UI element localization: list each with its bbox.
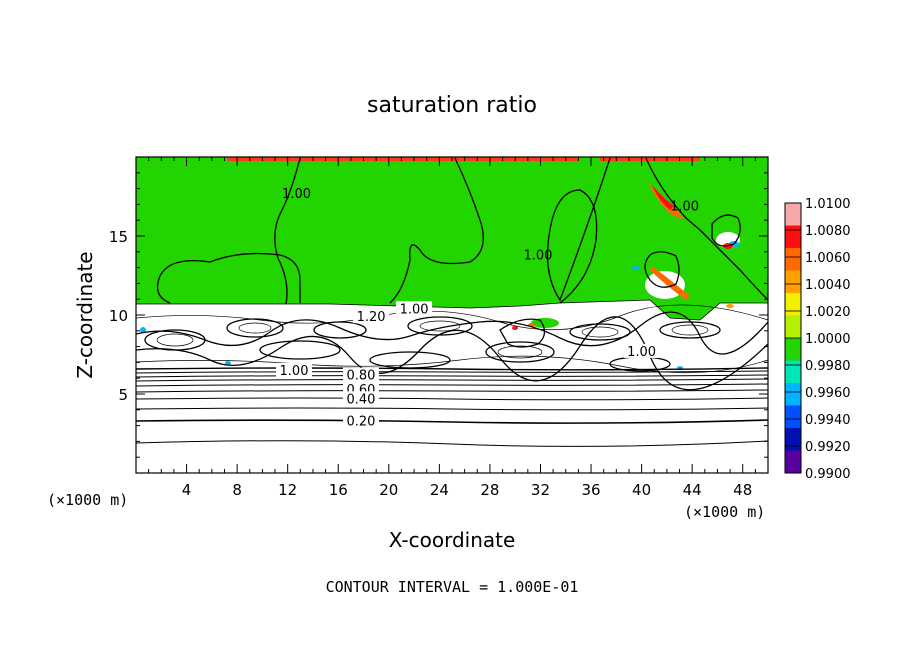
contour-label: 1.00: [400, 302, 429, 317]
colorbar-label: 0.9980: [805, 359, 851, 374]
y-axis-label: Z-coordinate: [73, 251, 97, 378]
colorbar-swatch: [785, 383, 801, 406]
colorbar-swatch: [785, 405, 801, 429]
orange-streak: [648, 182, 684, 220]
x-tick-label: 8: [232, 481, 242, 499]
saturated-region: [136, 157, 768, 320]
colorbar-label: 0.9920: [805, 440, 851, 455]
x-tick-label: 4: [182, 481, 192, 499]
contour-interval-note: CONTOUR INTERVAL = 1.000E-01: [326, 578, 579, 596]
colorbar: 1.0100 1.0080 1.0060 1.0040 1.0020 1.0000 0.99…: [784, 197, 851, 482]
x-tick-label: 28: [480, 481, 499, 499]
white-patch: [724, 320, 760, 340]
colorbar-swatch: [785, 360, 801, 384]
green-patch: [531, 318, 559, 328]
stratified-contours: [136, 367, 768, 447]
contour-label-bg: [342, 413, 379, 428]
x-tick-label: 48: [733, 481, 752, 499]
contour-label: 1.00: [282, 187, 311, 202]
y-unit-label: (×1000 m): [47, 491, 128, 509]
colorbar-swatch: [785, 248, 801, 271]
contour-label-bg: [396, 301, 433, 316]
colorbar-swatch: [785, 450, 801, 474]
contour-label-bg: [353, 309, 390, 324]
contour-label-bg: [623, 343, 660, 358]
plot-area: [136, 157, 768, 473]
colorbar-label: 1.0100: [805, 197, 851, 212]
colorbar-label: 0.9940: [805, 413, 851, 428]
x-tick-label: 40: [632, 481, 651, 499]
top-saturation-band: [228, 157, 578, 161]
red-streak: [652, 185, 674, 210]
colorbar-swatch: [785, 315, 801, 339]
colorbar-label: 1.0080: [805, 224, 851, 239]
colorbar-label: 0.9900: [805, 467, 851, 482]
colorbar-swatch: [785, 428, 801, 451]
colorbar-label: 1.0040: [805, 278, 851, 293]
contour-label-bg: [276, 362, 312, 377]
colorbar-swatch: [785, 203, 801, 226]
chart-title: saturation ratio: [367, 93, 537, 118]
colorbar-swatch: [785, 225, 801, 249]
x-tick-label: 20: [379, 481, 398, 499]
cyan-patch: [140, 327, 146, 333]
x-tick-label: 24: [430, 481, 449, 499]
y-tick-label: 15: [109, 228, 128, 246]
contour-label: 0.80: [347, 369, 376, 384]
colorbar-label: 1.0000: [805, 332, 851, 347]
x-unit-label: (×1000 m): [684, 503, 765, 521]
contour-label: 1.00: [523, 249, 552, 264]
y-tick-label: 10: [109, 307, 128, 325]
contour-label: 0.40: [347, 392, 376, 407]
orange-patch: [726, 304, 734, 308]
x-tick-label: 12: [278, 481, 297, 499]
contour-label: 1.00: [670, 200, 699, 215]
contour-label: 1.00: [627, 345, 656, 360]
contour-label: 1.00: [280, 364, 309, 379]
x-tick-label: 36: [581, 481, 600, 499]
colorbar-swatch: [785, 270, 801, 294]
x-tick-label: 44: [683, 481, 702, 499]
x-axis-label: X-coordinate: [389, 528, 516, 552]
colorbar-swatch: [785, 293, 801, 316]
x-tick-label: 32: [531, 481, 550, 499]
colorbar-label: 1.0060: [805, 251, 851, 266]
red-patch: [512, 326, 518, 330]
colorbar-label: 0.9960: [805, 386, 851, 401]
top-saturation-band-2: [600, 157, 700, 161]
x-tick-label: 16: [329, 481, 348, 499]
contour-label: 1.20: [357, 310, 386, 325]
upper-contours: [156, 157, 768, 348]
contour-label-bg: [342, 391, 379, 406]
colorbar-label: 1.0020: [805, 305, 851, 320]
orange-patch: [650, 266, 690, 300]
colorbar-swatch: [785, 338, 801, 361]
contour-labels: 1.00 0.800.600.400.201.201.001.001.001.00…: [276, 187, 699, 429]
thin-cloud-contours: [136, 304, 768, 374]
contour-label-bg: [342, 367, 379, 382]
y-tick-label: 5: [118, 386, 128, 404]
cloud-top-boundary: [136, 299, 768, 321]
cyan-patch: [225, 361, 231, 365]
contour-label: 0.20: [347, 414, 376, 429]
blue-patch: [632, 266, 640, 270]
white-patch: [645, 271, 685, 299]
